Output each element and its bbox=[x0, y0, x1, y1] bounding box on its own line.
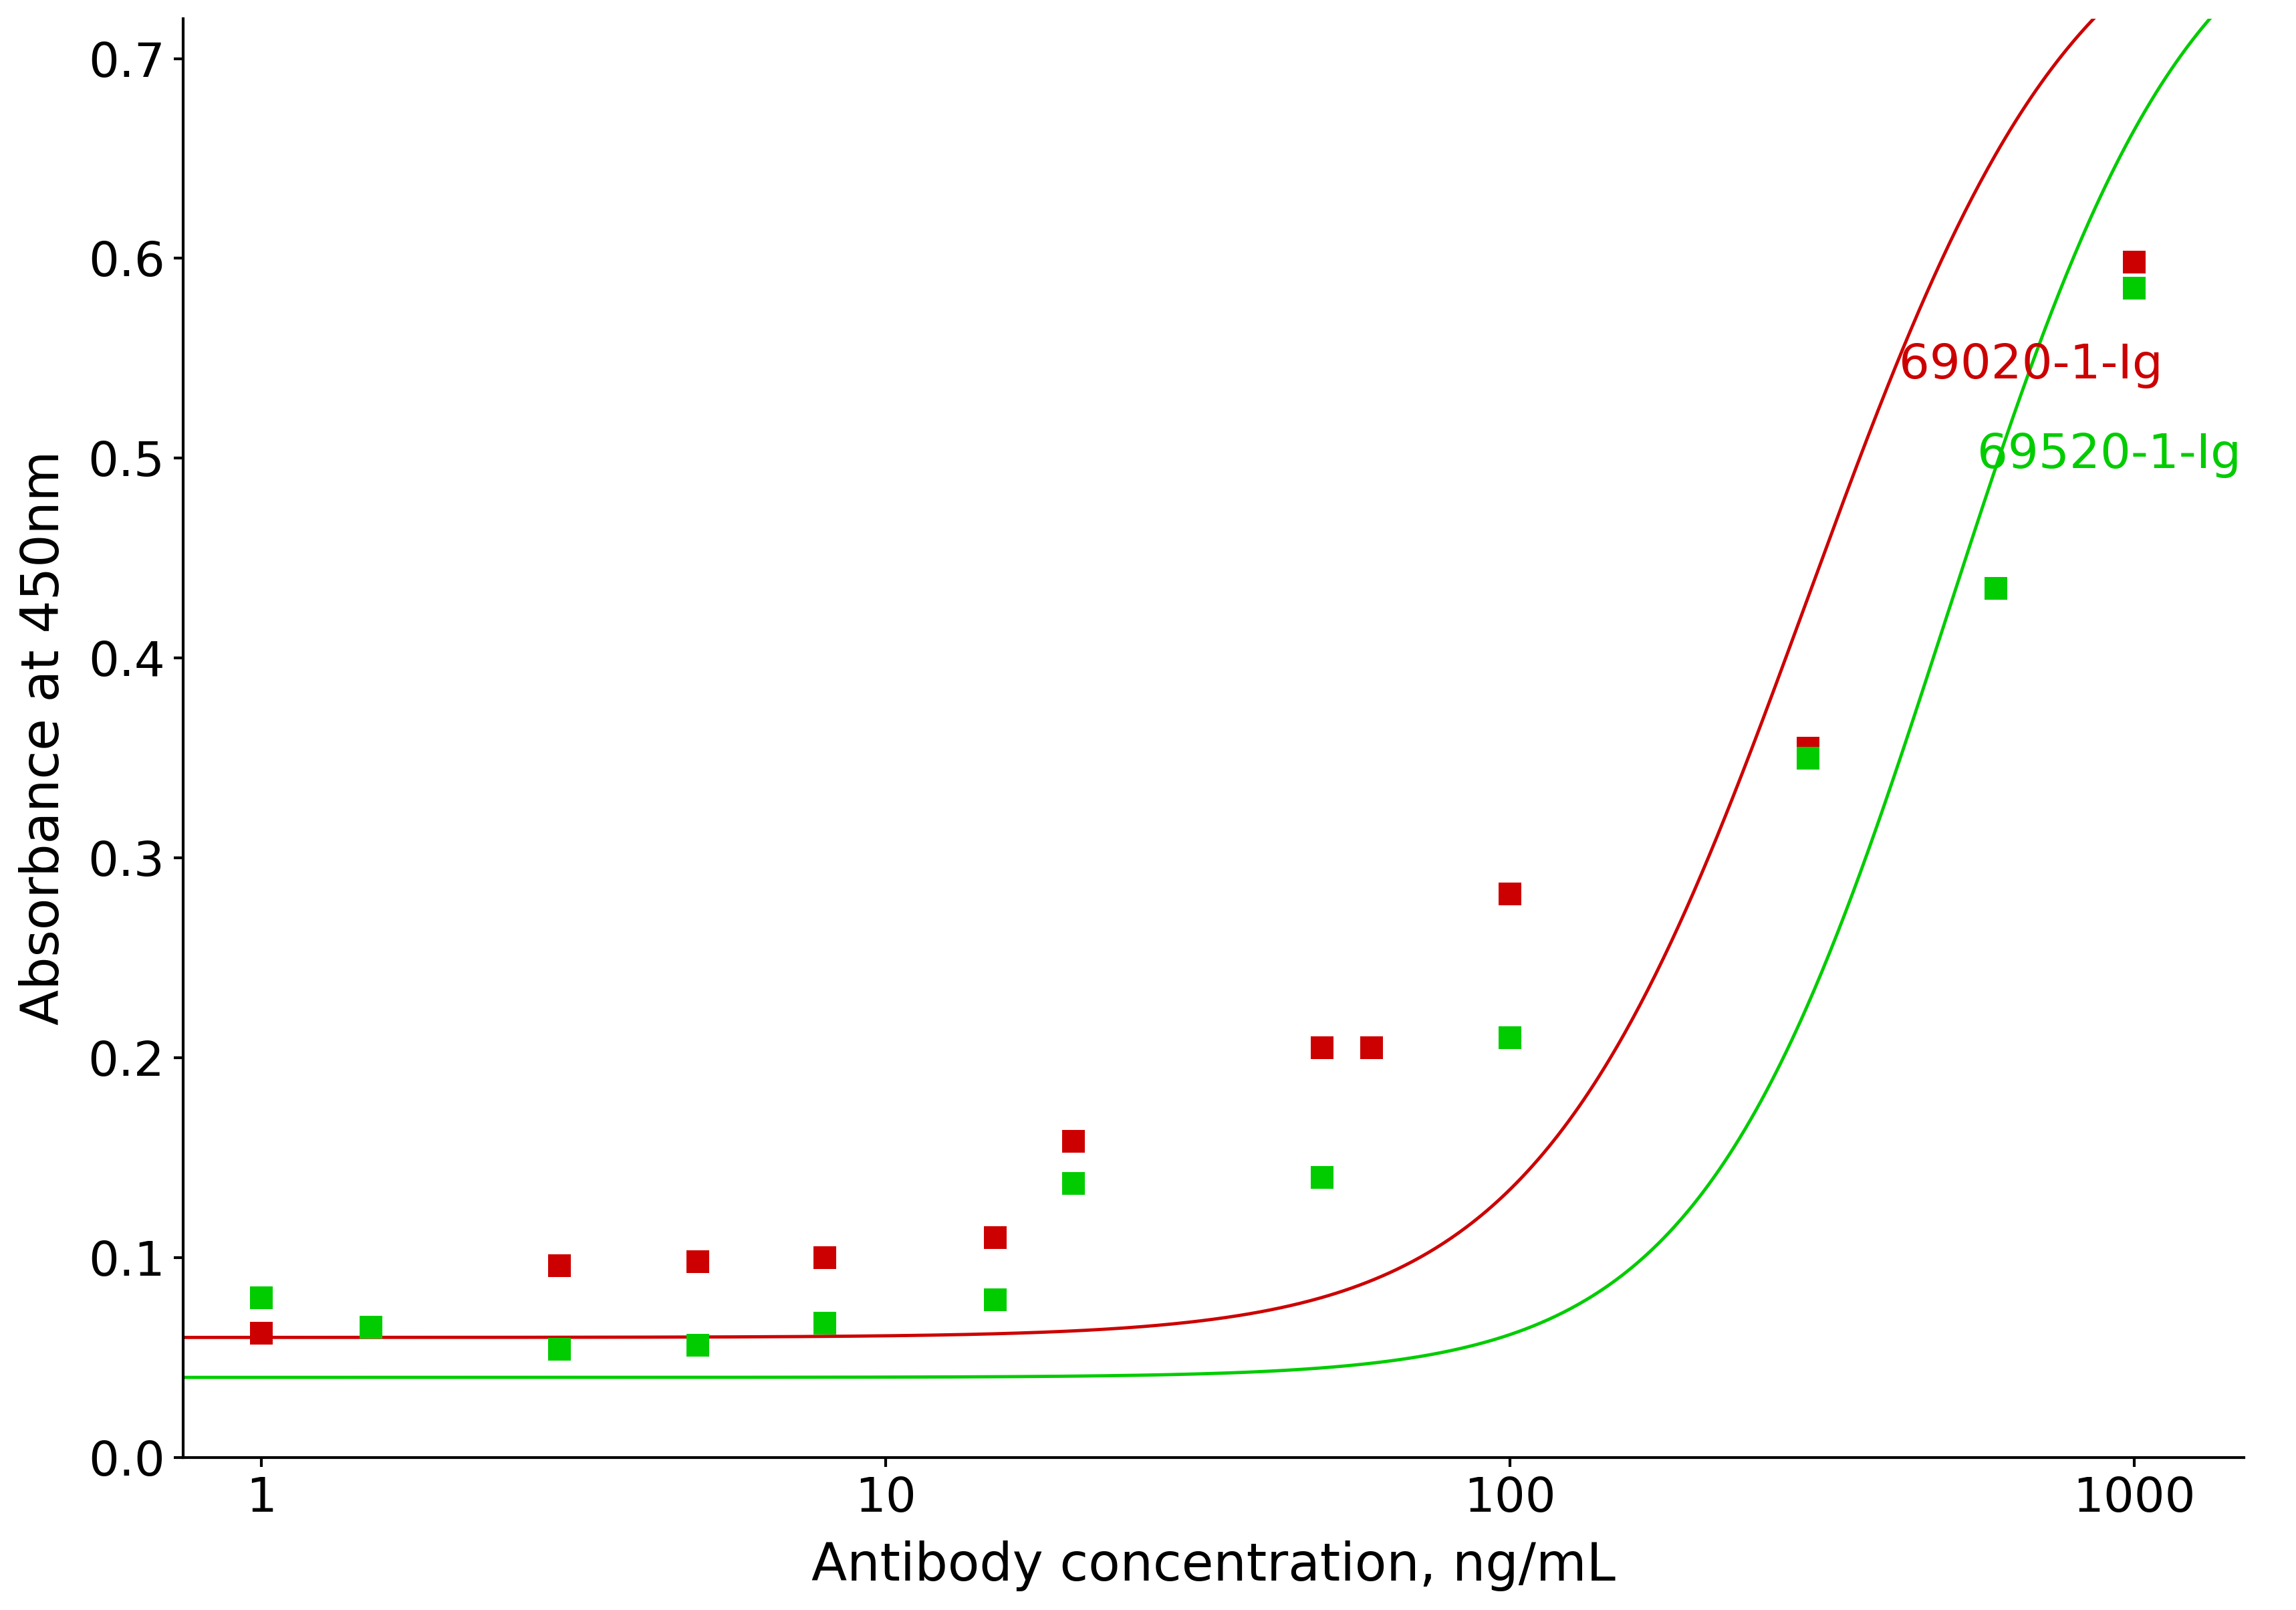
Point bbox=[1977, 575, 2014, 601]
Point bbox=[1492, 1026, 1529, 1051]
Point bbox=[542, 1336, 579, 1362]
Point bbox=[1304, 1164, 1341, 1190]
Point bbox=[1789, 745, 1825, 771]
Point bbox=[680, 1333, 716, 1359]
Point bbox=[680, 1249, 716, 1275]
Point bbox=[2117, 275, 2154, 301]
Point bbox=[806, 1245, 843, 1270]
Point bbox=[1789, 736, 1825, 762]
Point bbox=[978, 1286, 1015, 1312]
Point bbox=[1304, 1035, 1341, 1061]
Point bbox=[354, 1315, 390, 1341]
Point bbox=[243, 1285, 280, 1311]
Point bbox=[1977, 575, 2014, 601]
Point bbox=[806, 1311, 843, 1336]
Point bbox=[1492, 881, 1529, 906]
Point bbox=[978, 1225, 1015, 1251]
Point bbox=[1352, 1035, 1389, 1061]
Point bbox=[1056, 1129, 1093, 1154]
Point bbox=[542, 1253, 579, 1278]
Point bbox=[1056, 1170, 1093, 1196]
Point bbox=[243, 1320, 280, 1346]
X-axis label: Antibody concentration, ng/mL: Antibody concentration, ng/mL bbox=[813, 1541, 1616, 1591]
Y-axis label: Absorbance at 450nm: Absorbance at 450nm bbox=[18, 451, 69, 1026]
Text: 69020-1-Ig: 69020-1-Ig bbox=[1899, 341, 2163, 388]
Text: 69520-1-Ig: 69520-1-Ig bbox=[1977, 431, 2241, 478]
Point bbox=[354, 1315, 390, 1341]
Point bbox=[2117, 250, 2154, 275]
